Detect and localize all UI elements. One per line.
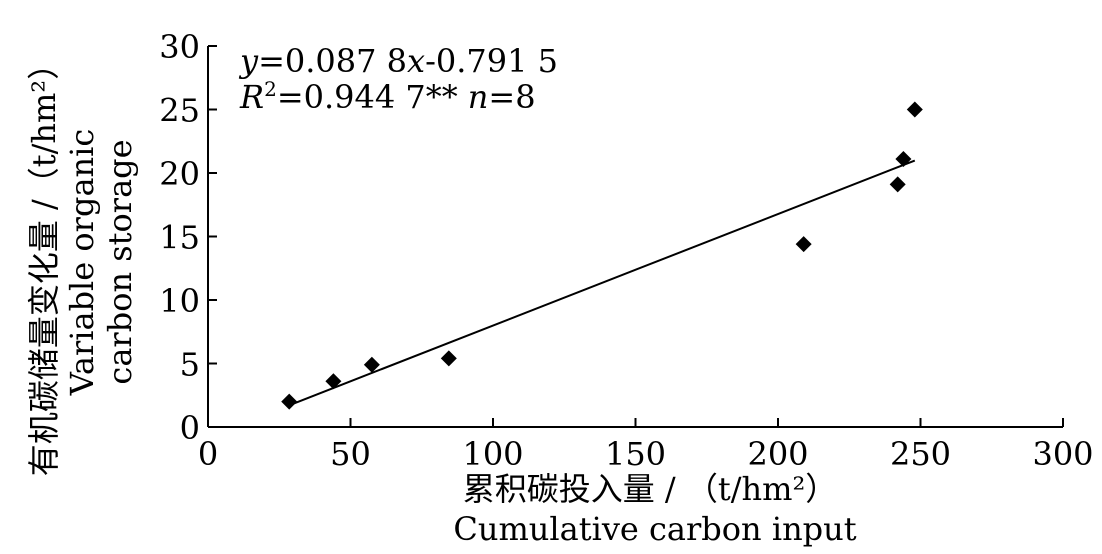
y-axis-ticks: 0 5 10 15 20 25 30 — [159, 28, 217, 447]
regression-layer — [288, 159, 916, 407]
eq-n-value: =8 — [488, 78, 535, 116]
scatter-point — [281, 393, 298, 410]
x-tick-label: 250 — [890, 435, 951, 473]
y-axis-title-en-2: carbon storage — [101, 139, 139, 384]
scatter-point — [363, 356, 380, 373]
scatter-point — [440, 350, 457, 367]
y-tick-label: 25 — [159, 92, 200, 130]
y-axis-title-cn: 有机碳储量变化量 /（t/hm²） — [25, 48, 63, 476]
eq-r-sup: 2 — [264, 77, 277, 101]
y-tick-label: 15 — [159, 219, 200, 257]
x-axis-title-en: Cumulative carbon input — [453, 510, 856, 548]
x-tick-label: 300 — [1032, 435, 1093, 473]
y-tick-label: 10 — [159, 282, 200, 320]
y-tick-label: 20 — [159, 155, 200, 193]
x-tick-label: 100 — [462, 435, 523, 473]
eq-slope: =0.087 8 — [258, 42, 407, 80]
scatter-point — [795, 236, 812, 253]
eq-r-var: R — [239, 78, 264, 116]
eq-n-var: n — [468, 78, 489, 116]
scatter-point — [895, 151, 912, 168]
y-tick-label: 30 — [159, 28, 200, 66]
x-tick-label: 150 — [605, 435, 666, 473]
scatter-point — [889, 176, 906, 193]
x-axis-title-cn: 累积碳投入量 / （t/hm²） — [463, 470, 838, 508]
x-tick-label: 50 — [330, 435, 371, 473]
scatter-point — [325, 373, 342, 390]
eq-y-var: y — [238, 42, 259, 80]
y-tick-label: 5 — [180, 346, 200, 384]
eq-x-var: x — [407, 42, 425, 80]
equation-line-1: y=0.087 8x-0.791 5 — [238, 42, 558, 80]
points-layer — [281, 101, 923, 410]
eq-intercept: -0.791 5 — [425, 42, 558, 80]
equation-line-2: R2=0.944 7** n=8 — [239, 77, 536, 116]
x-tick-label: 0 — [198, 435, 218, 473]
eq-r-value: =0.944 7** — [277, 78, 458, 116]
y-axis-title-en-1: Variable organic — [63, 129, 101, 397]
x-axis-ticks: 0 50 100 150 200 250 300 — [198, 418, 1094, 473]
regression-line — [288, 159, 916, 407]
x-tick-label: 200 — [747, 435, 808, 473]
scatter-point — [906, 101, 923, 118]
y-tick-label: 0 — [180, 409, 200, 447]
